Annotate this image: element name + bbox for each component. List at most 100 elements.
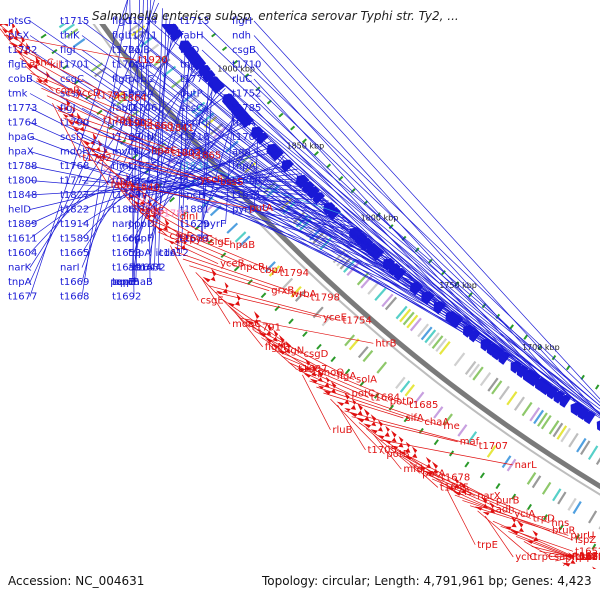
feature-block — [279, 198, 293, 211]
forward-gene-label: t1772 — [60, 176, 89, 187]
gene-leader-line — [139, 210, 168, 237]
gene-leader-line — [29, 150, 281, 210]
reverse-gene-label: adh — [496, 504, 515, 515]
reverse-gene-label: pyrC — [189, 234, 212, 245]
gene-leader-line — [365, 428, 421, 474]
reverse-gene-label: phoQ — [317, 367, 344, 378]
gene-leader-line — [201, 107, 458, 316]
feature-block-outer — [65, 28, 79, 39]
forward-gene-label: t1836 — [180, 147, 209, 158]
forward-gene-label: t1669 — [60, 277, 89, 288]
tick-mark-inner — [221, 46, 228, 52]
gene-leader-line — [68, 124, 150, 151]
forward-gene-label: t1827 — [60, 190, 89, 201]
tick-mark-outer — [132, 153, 139, 160]
gene-leader-line — [29, 33, 182, 268]
reverse-gene-label: t1792 — [82, 153, 111, 164]
gene-leader-line — [29, 93, 230, 239]
reverse-gene-arrow — [25, 55, 40, 70]
feature-block-outer — [531, 475, 542, 489]
forward-gene-label: t1752 — [232, 89, 261, 100]
feature-block-outer — [433, 406, 444, 419]
feature-block — [595, 457, 600, 465]
forward-gene-label: tnpA — [232, 118, 256, 129]
reverse-gene-label: t1754 — [343, 316, 372, 327]
gene-leader-line — [157, 13, 167, 268]
feature-block-outer — [552, 488, 562, 502]
forward-gene-label: flgL — [112, 31, 131, 42]
reverse-gene-label: t1630 — [575, 551, 600, 562]
gene-leader-line — [253, 64, 544, 381]
tick-mark-outer — [169, 196, 175, 203]
forward-gene-label: rimJ — [112, 161, 132, 172]
forward-gene-label: chaB — [128, 277, 153, 288]
feature-block — [417, 323, 429, 338]
feature-block — [521, 401, 533, 417]
forward-gene-label: csgA — [128, 60, 152, 71]
feature-block — [529, 407, 541, 422]
forward-gene-label: cobB — [8, 74, 33, 85]
gene-leader-line — [149, 78, 218, 239]
gene-leader-line — [253, 93, 483, 336]
tick-mark-inner — [278, 112, 284, 118]
backbone-arc — [99, 24, 600, 490]
feature-block — [170, 76, 185, 89]
feature-block — [576, 437, 587, 453]
reverse-gene-label: t1628 — [575, 552, 600, 563]
gene-leader-line — [323, 392, 404, 419]
reverse-gene-label: pspF — [575, 552, 599, 563]
gene-leader-line — [247, 324, 355, 381]
gene-leader-line — [149, 49, 587, 410]
forward-gene-label: t1629 — [180, 219, 209, 230]
gene-leader-line — [454, 494, 574, 541]
reverse-gene-arrow — [228, 293, 241, 307]
reverse-gene-label: t1920 — [138, 55, 167, 66]
tick-mark-inner — [313, 151, 319, 156]
gene-leader-line — [133, 203, 188, 240]
feature-block-outer — [526, 471, 537, 485]
reverse-gene-arrow — [216, 282, 229, 295]
forward-gene-label: t1789 — [180, 176, 209, 187]
forward-gene-label: t1774 — [180, 74, 209, 85]
reverse-gene-arrow — [245, 311, 260, 326]
gene-leader-line — [380, 439, 513, 466]
forward-gene-label: fabH — [180, 31, 204, 42]
tick-mark-outer — [479, 472, 485, 479]
reverse-gene-label: ribA — [575, 552, 595, 563]
reverse-gene-label: sapF — [554, 552, 578, 563]
gene-leader-line — [133, 180, 325, 197]
gene-leader-line — [81, 0, 155, 283]
forward-gene-arrow — [250, 126, 264, 140]
forward-gene-label: t1721 — [112, 45, 141, 56]
forward-gene-label: narI — [60, 263, 80, 274]
tick-mark-outer — [302, 331, 308, 337]
reverse-gene-arrow — [297, 358, 311, 373]
gene-leader-line — [201, 159, 289, 196]
kbp-label: 1700 kbp — [522, 343, 560, 352]
forward-gene-label: t1867 — [112, 205, 141, 216]
tick-mark-inner — [211, 32, 217, 38]
forward-gene-label: t1848 — [8, 190, 37, 201]
forward-gene-label: narK — [8, 263, 32, 274]
reverse-gene-label: wrbA — [291, 289, 317, 300]
tick-mark-inner — [537, 344, 543, 351]
tick-mark-outer — [316, 343, 322, 350]
accession-label: Accession: NC_004631 — [8, 574, 145, 588]
reverse-gene-label: t1707 — [479, 441, 508, 452]
feature-block-outer — [588, 510, 598, 524]
tick-mark-outer — [403, 416, 409, 423]
gene-leader-line — [149, 78, 524, 366]
gene-leader-line — [81, 28, 179, 268]
kbp-label: 1800 kbp — [361, 214, 399, 223]
gene-leader-line — [29, 122, 448, 308]
gene-leader-line — [177, 38, 186, 254]
tick-mark-inner — [290, 125, 296, 131]
gene-leader-line — [373, 433, 402, 470]
forward-gene-label: t1718 — [180, 132, 209, 143]
reverse-gene-label: csgF — [169, 231, 192, 242]
reverse-gene-arrow — [391, 436, 404, 450]
reverse-gene-label: sifA — [405, 413, 424, 424]
gene-leader-line — [81, 173, 302, 196]
reverse-gene-arrow — [525, 530, 539, 544]
